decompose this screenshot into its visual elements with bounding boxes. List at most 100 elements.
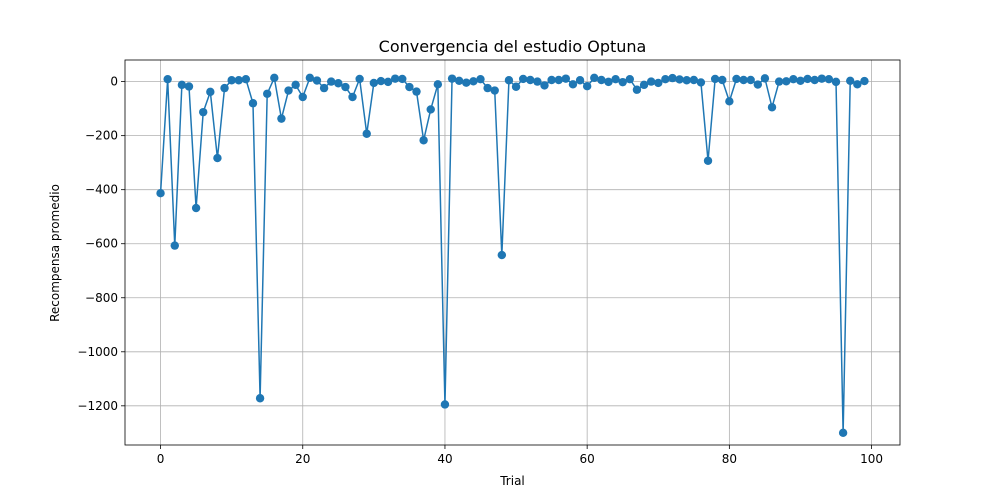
data-point bbox=[362, 129, 371, 138]
data-point bbox=[376, 76, 386, 86]
data-point bbox=[270, 73, 279, 83]
data-point bbox=[824, 74, 834, 84]
data-point bbox=[312, 76, 322, 85]
data-point bbox=[533, 77, 542, 86]
data-point bbox=[575, 76, 585, 85]
x-tick-label: 0 bbox=[157, 452, 165, 466]
data-point bbox=[753, 80, 762, 89]
data-point bbox=[476, 74, 485, 84]
data-point bbox=[426, 105, 435, 114]
plot-frame bbox=[124, 59, 901, 446]
data-point bbox=[739, 75, 748, 85]
data-point bbox=[440, 400, 450, 409]
data-point bbox=[497, 250, 507, 260]
series bbox=[156, 73, 869, 438]
x-tick-label: 100 bbox=[860, 452, 883, 466]
y-tick-label: −600 bbox=[85, 237, 118, 251]
data-point bbox=[483, 83, 492, 93]
data-point bbox=[547, 75, 556, 85]
data-point bbox=[604, 77, 613, 87]
x-tick-label: 80 bbox=[722, 452, 737, 466]
data-point bbox=[597, 75, 606, 85]
data-point bbox=[846, 76, 855, 86]
data-point bbox=[298, 92, 307, 102]
data-point bbox=[220, 83, 229, 93]
data-point bbox=[732, 74, 741, 84]
y-axis-label: Recompensa promedio bbox=[48, 184, 62, 322]
data-point bbox=[348, 92, 357, 102]
data-point bbox=[191, 203, 201, 213]
x-axis-label: Trial bbox=[499, 474, 525, 488]
data-point bbox=[263, 89, 272, 98]
data-point bbox=[767, 103, 777, 112]
y-tick-label: −800 bbox=[85, 291, 118, 305]
data-point bbox=[632, 85, 642, 94]
data-point bbox=[433, 80, 443, 89]
data-point bbox=[810, 75, 819, 85]
data-point bbox=[511, 82, 521, 91]
data-point bbox=[355, 74, 364, 84]
data-point bbox=[284, 86, 293, 95]
data-point bbox=[689, 75, 699, 85]
data-point bbox=[540, 81, 549, 90]
data-point bbox=[774, 77, 784, 86]
data-point bbox=[255, 394, 265, 403]
ticks: 0 20 40 60 80 100 −1200 −1000 −800 −600 −400 −200 0 bbox=[77, 75, 883, 466]
data-point bbox=[561, 74, 571, 83]
data-point bbox=[369, 78, 379, 88]
data-point bbox=[718, 75, 727, 85]
data-point bbox=[782, 77, 791, 86]
y-tick-label: −200 bbox=[85, 129, 118, 143]
data-point bbox=[504, 76, 514, 85]
data-point bbox=[654, 78, 663, 88]
data-point bbox=[490, 86, 499, 95]
data-point bbox=[746, 75, 755, 85]
data-point bbox=[725, 97, 734, 106]
data-point bbox=[326, 77, 336, 86]
data-point bbox=[661, 74, 670, 84]
data-point bbox=[646, 77, 656, 86]
data-point bbox=[796, 76, 805, 86]
data-point bbox=[454, 76, 464, 86]
data-point bbox=[156, 189, 165, 198]
y-tick-label: 0 bbox=[110, 75, 118, 89]
data-point bbox=[554, 75, 563, 85]
x-tick-label: 40 bbox=[437, 452, 452, 466]
data-point bbox=[696, 78, 706, 87]
data-point bbox=[419, 136, 428, 145]
data-point bbox=[625, 74, 635, 84]
data-point bbox=[817, 74, 826, 83]
data-point bbox=[675, 75, 684, 84]
data-point bbox=[860, 76, 869, 86]
x-tick-label: 60 bbox=[580, 452, 595, 466]
data-point bbox=[199, 107, 208, 117]
data-point bbox=[383, 77, 393, 87]
data-point bbox=[319, 83, 329, 93]
data-point bbox=[241, 74, 251, 84]
data-point bbox=[838, 428, 848, 438]
data-point bbox=[405, 82, 414, 92]
data-point bbox=[611, 74, 620, 84]
data-point bbox=[390, 74, 400, 83]
data-point bbox=[206, 87, 215, 97]
data-point bbox=[526, 75, 535, 85]
data-point bbox=[789, 74, 798, 84]
data-point bbox=[248, 99, 258, 108]
data-point bbox=[398, 74, 407, 84]
data-point bbox=[163, 74, 172, 84]
grid bbox=[125, 60, 900, 445]
data-point bbox=[462, 78, 471, 87]
x-tick-label: 20 bbox=[295, 452, 310, 466]
data-point bbox=[639, 80, 649, 90]
y-tick-label: −1200 bbox=[77, 399, 118, 413]
data-point bbox=[469, 77, 478, 86]
data-point bbox=[412, 87, 421, 96]
data-point bbox=[710, 74, 720, 84]
data-point bbox=[334, 79, 343, 88]
data-point bbox=[227, 76, 236, 85]
data-point bbox=[831, 77, 841, 87]
data-point bbox=[305, 73, 315, 83]
data-point bbox=[803, 74, 812, 84]
data-point bbox=[568, 80, 578, 89]
